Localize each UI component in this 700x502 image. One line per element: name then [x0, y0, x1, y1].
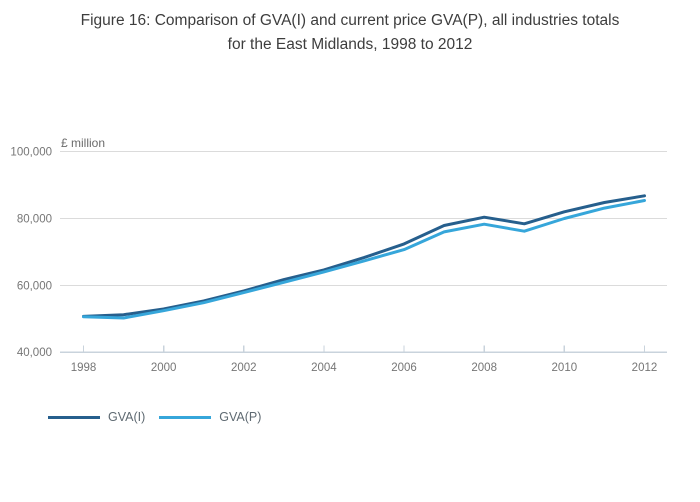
x-tick-label: 1998: [71, 362, 97, 374]
x-tick-label: 2004: [311, 362, 337, 374]
x-tick-label: 2000: [151, 362, 177, 374]
legend-label-gva-i: GVA(I): [108, 410, 146, 424]
x-tick-label: 2002: [231, 362, 257, 374]
y-tick-label: 100,000: [10, 147, 52, 159]
legend-item-gva-i[interactable]: GVA(I): [48, 410, 145, 424]
x-tick-label: 2006: [391, 362, 417, 374]
series-line-gvap: [82, 199, 646, 320]
y-axis-unit-label: £ million: [61, 136, 105, 150]
legend: GVA(I) GVA(P): [48, 409, 261, 425]
y-tick-label: 40,000: [17, 347, 52, 359]
x-tick-label: 2010: [552, 362, 578, 374]
legend-line-swatch-gva-i: [48, 415, 100, 419]
y-tick-label: 80,000: [17, 214, 52, 226]
legend-label-gva-p: GVA(P): [219, 410, 262, 424]
y-tick-label: 60,000: [17, 280, 52, 292]
x-tick-label: 2012: [632, 362, 658, 374]
chart-title: Figure 16: Comparison of GVA(I) and curr…: [80, 12, 620, 53]
legend-item-gva-p[interactable]: GVA(P): [159, 410, 261, 424]
series-line-gvai: [82, 194, 646, 318]
legend-line-swatch-gva-p: [159, 415, 212, 419]
x-tick-label: 2008: [471, 362, 497, 374]
